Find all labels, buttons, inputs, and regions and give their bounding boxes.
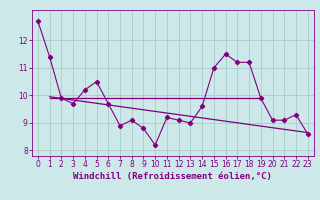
X-axis label: Windchill (Refroidissement éolien,°C): Windchill (Refroidissement éolien,°C) [73,172,272,181]
